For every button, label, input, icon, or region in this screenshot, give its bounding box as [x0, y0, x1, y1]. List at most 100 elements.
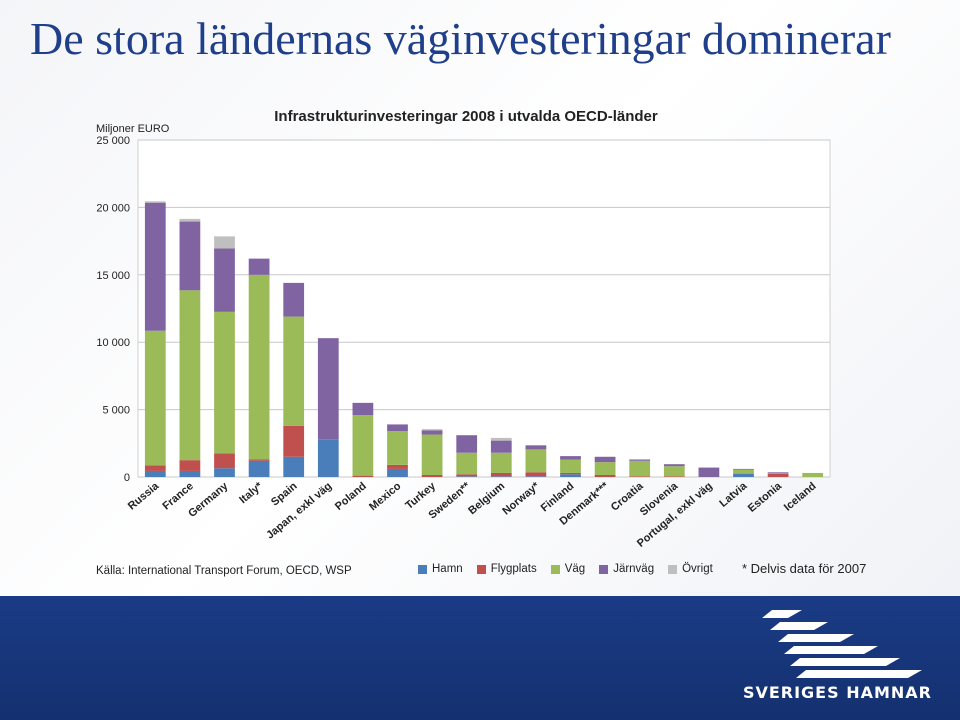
bar-segment-hamn — [490, 476, 512, 477]
bar-segment-järnväg — [525, 445, 547, 450]
bar-segment-järnväg — [629, 459, 651, 461]
bar-segment-väg — [456, 452, 478, 475]
bar-segment-järnväg — [283, 282, 305, 317]
bar-segment-järnväg — [214, 248, 235, 312]
bar-segment-hamn — [179, 470, 201, 477]
bar-segment-väg — [560, 459, 581, 473]
x-tick-label: Iceland — [782, 480, 819, 514]
bar-segment-järnväg — [144, 202, 166, 331]
stacked-bar-chart: Infrastrukturinvesteringar 2008 i utvald… — [96, 108, 831, 550]
bar-segment-järnväg — [352, 402, 374, 415]
x-tick-label: Belgium — [466, 480, 507, 517]
legend-item: Väg — [550, 563, 586, 575]
bar-segment-väg — [144, 330, 166, 466]
bar-segment-väg — [248, 274, 270, 460]
bar-segment-hamn — [144, 470, 166, 477]
legend-item: Flygplats — [476, 563, 537, 575]
legend-swatch — [418, 564, 427, 574]
bar-segment-väg — [421, 434, 443, 475]
x-tick-label: Spain — [269, 480, 300, 509]
bar-segment-flygplats — [214, 453, 235, 469]
slide-title: De stora ländernas väginvesteringar domi… — [30, 13, 891, 64]
bar-segment-järnväg — [248, 258, 270, 275]
bar-segment-flygplats — [525, 472, 547, 477]
bar-segment-järnväg — [179, 221, 201, 291]
y-tick-label: 5 000 — [102, 405, 130, 417]
bar-segment-flygplats — [387, 464, 408, 469]
bar-segment-väg — [525, 449, 547, 473]
bar-segment-väg — [214, 311, 235, 454]
bar-segment-hamn — [317, 439, 339, 477]
x-tick-label: Mexico — [367, 480, 403, 513]
bar-segment-flygplats — [248, 459, 270, 461]
y-tick-label: 20 000 — [96, 202, 130, 214]
bar-segment-hamn — [248, 460, 270, 477]
x-tick-label: Italy* — [237, 480, 265, 507]
source-caption: Källa: International Transport Forum, OE… — [96, 565, 352, 577]
bar-segment-järnväg — [317, 338, 339, 440]
footnote: * Delvis data för 2007 — [742, 561, 867, 576]
bar-segment-flygplats — [629, 476, 651, 477]
bar-segment-järnväg — [387, 424, 408, 432]
legend-label: Järnväg — [613, 563, 655, 575]
bar-segment-hamn — [525, 476, 547, 477]
x-tick-label: Estonia — [746, 480, 785, 515]
bar-segment-järnväg — [767, 472, 789, 473]
legend-swatch — [550, 564, 560, 574]
bar-segment-väg — [594, 462, 616, 475]
bar-segment-väg — [283, 316, 305, 426]
bar-segment-väg — [629, 460, 651, 477]
y-axis-label: Miljoner EURO — [96, 123, 170, 135]
bar-segment-hamn — [283, 456, 305, 477]
bar-segment-flygplats — [767, 473, 789, 477]
legend-swatch — [476, 564, 486, 574]
bar-segment-flygplats — [352, 475, 374, 477]
bar-segment-väg — [352, 414, 374, 476]
bar-segment-hamn — [733, 473, 754, 477]
bar-segment-järnväg — [698, 467, 720, 477]
legend-label: Hamn — [432, 563, 463, 575]
bar-segment-flygplats — [144, 465, 166, 471]
legend-swatch — [668, 564, 678, 574]
y-tick-label: 10 000 — [96, 337, 130, 349]
legend-item: Hamn — [418, 563, 463, 575]
bar-segment-flygplats — [283, 425, 305, 457]
logo-wordmark: SVERIGES HAMNAR — [742, 683, 932, 702]
legend-item: Järnväg — [599, 563, 654, 575]
bar-segment-flygplats — [179, 460, 201, 471]
bar-segment-hamn — [387, 468, 408, 477]
legend-label: Väg — [564, 563, 586, 575]
bar-segment-hamn — [214, 468, 235, 477]
bar-segment-järnväg — [733, 468, 754, 470]
bar-segment-järnväg — [560, 456, 581, 460]
bar-segment-flygplats — [663, 476, 685, 477]
y-tick-label: 0 — [124, 472, 130, 484]
bar-segment-övrigt — [421, 429, 443, 431]
bar-segment-flygplats — [594, 474, 616, 477]
x-tick-label: Germany — [186, 480, 231, 520]
bar-segment-järnväg — [490, 440, 512, 453]
chart-title: Infrastrukturinvesteringar 2008 i utvald… — [274, 108, 658, 125]
bar-segment-övrigt — [490, 437, 512, 441]
bar-segment-övrigt — [144, 201, 166, 203]
y-tick-label: 15 000 — [96, 270, 130, 282]
legend-label: Flygplats — [490, 563, 537, 575]
bar-segment-flygplats — [490, 472, 512, 477]
bar-segment-järnväg — [456, 435, 478, 453]
bar-segment-övrigt — [214, 236, 235, 249]
bar-segment-järnväg — [594, 456, 616, 463]
x-tick-label: Norway* — [500, 480, 542, 518]
bar-segment-väg — [802, 472, 824, 477]
bar-segment-väg — [387, 431, 408, 465]
bar-segment-flygplats — [560, 472, 581, 475]
bar-segment-flygplats — [456, 474, 478, 477]
x-tick-label: Russia — [126, 480, 162, 513]
bar-segment-järnväg — [421, 430, 443, 435]
bar-segment-väg — [663, 466, 685, 477]
x-tick-label: Poland — [333, 480, 369, 513]
bar-segment-väg — [767, 472, 789, 474]
bar-segment-hamn — [560, 474, 581, 477]
bar-segment-väg — [490, 452, 512, 473]
bar-segment-väg — [733, 469, 754, 474]
plot-area — [137, 139, 831, 478]
